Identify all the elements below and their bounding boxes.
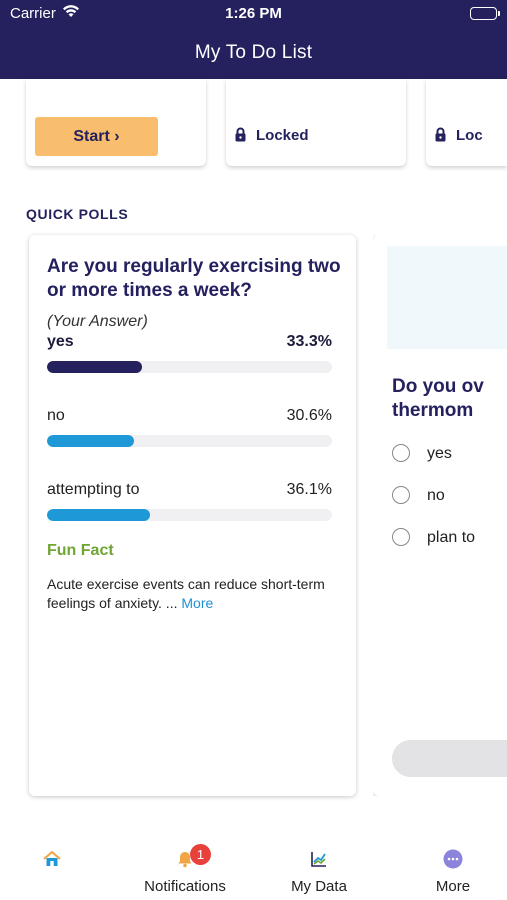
wifi-icon (62, 4, 80, 22)
top-bar: Carrier 1:26 PM My To Do List (0, 0, 507, 79)
radio-label: plan to (427, 529, 476, 546)
poll-option-no: no 30.6% (47, 407, 332, 447)
poll-radio-option[interactable]: plan to (392, 528, 475, 547)
lock-icon (435, 127, 446, 142)
locked-label: Loc (456, 127, 483, 144)
page-title: My To Do List (194, 42, 313, 63)
option-percent: 30.6% (286, 407, 332, 424)
battery-icon (470, 7, 500, 20)
poll-card: Are you regularly exercising two or more… (29, 235, 356, 796)
result-bar-fill (47, 509, 150, 521)
locked-status: Locked (235, 127, 309, 144)
your-answer-label: (Your Answer) (47, 313, 148, 330)
poll-option-yes: yes 33.3% (47, 333, 332, 373)
result-bar-track (47, 509, 332, 521)
carrier-label: Carrier (10, 5, 56, 22)
fun-fact-text: Acute exercise events can reduce short-t… (47, 575, 332, 613)
tab-label: My Data (291, 878, 347, 895)
result-bar-fill (47, 435, 135, 447)
fun-fact-body: Acute exercise events can reduce short-t… (47, 576, 325, 611)
result-bar-fill (47, 361, 142, 373)
start-button[interactable]: Start › (35, 117, 158, 156)
tab-label: Notifications (144, 878, 226, 895)
fun-fact-title: Fun Fact (47, 542, 114, 559)
radio-button[interactable] (392, 444, 410, 462)
option-label: attempting to (47, 481, 140, 498)
locked-status: Loc (435, 127, 483, 144)
tab-more[interactable]: More (390, 822, 507, 900)
todo-card-3[interactable]: Loc (426, 79, 507, 166)
more-link[interactable]: More (181, 595, 214, 611)
status-time: 1:26 PM (225, 5, 282, 22)
poll-radio-option[interactable]: yes (392, 444, 452, 463)
chart-icon (311, 852, 326, 867)
tab-bar: 1 Notifications My Data More (0, 822, 507, 900)
submit-button[interactable] (392, 740, 507, 777)
option-label: no (47, 407, 65, 424)
todo-card-1[interactable]: Start › (26, 79, 206, 166)
home-icon (43, 851, 61, 866)
lock-icon (235, 127, 246, 142)
tab-home[interactable] (0, 822, 115, 900)
tab-label: More (435, 878, 471, 895)
poll-option-attempting: attempting to 36.1% (47, 481, 332, 521)
radio-button[interactable] (392, 528, 410, 546)
notification-badge: 1 (190, 844, 211, 865)
option-label: yes (47, 333, 74, 350)
result-bar-track (47, 361, 332, 373)
section-title-quick-polls: QUICK POLLS (26, 206, 129, 222)
radio-button[interactable] (392, 486, 410, 504)
poll-card-next: Do you ov thermom yes no plan to (373, 235, 507, 796)
poll-question-line: Do you ov (392, 376, 484, 397)
todo-card-2[interactable]: Locked (226, 79, 406, 166)
more-dots-icon (443, 849, 463, 869)
poll-question-line: thermom (392, 400, 474, 421)
option-percent: 36.1% (286, 481, 332, 498)
locked-label: Locked (256, 127, 309, 144)
bell-icon (178, 852, 192, 868)
result-bar-track (47, 435, 332, 447)
poll-radio-option[interactable]: no (392, 486, 445, 505)
tab-my-data[interactable]: My Data (256, 822, 382, 900)
radio-label: no (427, 487, 445, 504)
poll-question: Do you ov thermom (392, 375, 507, 423)
poll-question: Are you regularly exercising two or more… (47, 256, 341, 301)
status-bar: Carrier 1:26 PM (0, 0, 507, 28)
radio-label: yes (427, 445, 452, 462)
option-percent: 33.3% (286, 333, 332, 350)
tab-notifications[interactable]: 1 Notifications (122, 822, 248, 900)
poll-image (387, 246, 507, 349)
